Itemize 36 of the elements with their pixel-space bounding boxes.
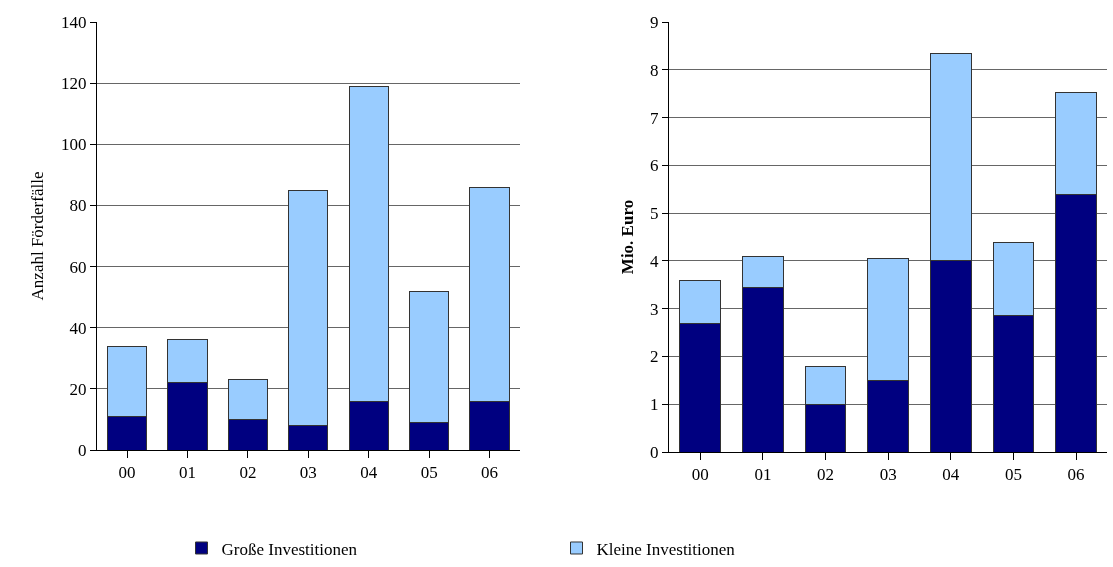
x-tick-label: 06 [481, 463, 499, 483]
y-tick-label: 3 [650, 299, 659, 319]
x-tick-label: 00 [118, 463, 136, 483]
x-tick-label: 04 [360, 463, 378, 483]
x-tick-label: 01 [754, 465, 772, 485]
y-tick-label: 6 [650, 156, 659, 176]
y-tick-label: 140 [60, 12, 87, 32]
y-axis-title: Mio. Euro [617, 199, 637, 275]
y-axis-title: Anzahl Förderfälle [28, 171, 48, 301]
legend-label: Große Investitionen [221, 539, 358, 559]
x-tick-label: 05 [420, 463, 438, 483]
x-tick-label: 03 [879, 465, 897, 485]
x-tick-label: 05 [1004, 465, 1022, 485]
y-tick-label: 60 [69, 257, 87, 277]
y-tick-label: 4 [650, 251, 660, 271]
x-tick-label: 06 [1067, 465, 1085, 485]
x-tick-label: 02 [817, 465, 835, 485]
y-tick-label: 40 [69, 318, 87, 338]
y-tick-label: 0 [77, 440, 87, 460]
x-tick-label: 01 [178, 463, 196, 483]
y-tick-label: 80 [69, 196, 87, 216]
x-tick-label: 00 [691, 465, 709, 485]
y-tick-label: 120 [60, 74, 87, 94]
y-tick-label: 1 [650, 395, 659, 415]
y-tick-label: 5 [650, 204, 659, 224]
legend-label: Kleine Investitionen [596, 539, 736, 559]
y-tick-label: 2 [650, 347, 659, 367]
x-tick-label: 02 [239, 463, 257, 483]
y-tick-label: 9 [650, 12, 659, 32]
x-tick-label: 04 [942, 465, 960, 485]
y-tick-label: 8 [650, 60, 659, 80]
y-tick-label: 0 [650, 442, 659, 462]
y-tick-label: 100 [60, 135, 87, 155]
y-tick-label: 20 [69, 379, 87, 399]
x-tick-label: 03 [299, 463, 317, 483]
y-tick-label: 7 [650, 108, 660, 128]
